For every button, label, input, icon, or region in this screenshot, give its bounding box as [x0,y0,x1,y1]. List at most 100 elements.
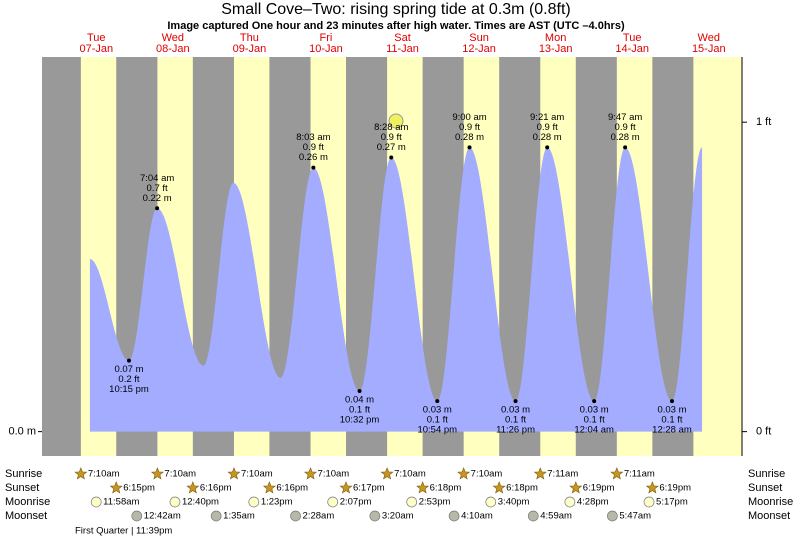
row-label: Sunset [5,482,39,494]
date-label: 14-Jan [615,43,649,55]
moonset-icon [290,510,301,522]
high-water-label: 0.7 ft [147,183,168,194]
high-water-point [545,145,550,150]
sunrise-time: 7:11am [547,469,578,480]
moonset-icon [448,510,460,522]
low-water-label: 10:15 pm [109,384,149,395]
moonset-icon [131,510,143,522]
high-water-label: 9:00 am [452,112,486,123]
high-water-label: 8:03 am [296,132,330,143]
high-water-label: 7:04 am [140,173,174,184]
date-label: 11-Jan [386,43,419,55]
date-label: 12-Jan [462,43,496,55]
sunrise-time: 7:10am [471,469,503,480]
low-water-label: 0.1 ft [427,415,448,426]
sunrise-time: 7:11am [624,469,655,480]
sunset-icon [186,481,200,494]
date-label: 15-Jan [692,43,726,55]
low-water-label: 0.1 ft [661,415,682,426]
high-water-label: 0.26 m [299,152,328,163]
high-water-label: 0.27 m [377,142,406,153]
moonset-time: 4:59am [540,511,572,522]
low-water-label: 0.03 m [657,405,686,416]
y-tick-label: 0.0 m [8,426,36,438]
high-water-label: 0.28 m [455,132,484,143]
day-label: Mon [545,32,566,44]
low-water-label: 12:28 am [652,425,692,436]
tide-area [89,147,703,432]
moonrise-time: 2:53pm [419,497,451,508]
low-water-label: 0.04 m [345,395,374,406]
moonrise-time: 3:40pm [498,497,530,508]
moonrise-icon [406,496,418,508]
moonset-time: 12:42am [144,511,181,522]
sunset-time: 6:17pm [353,483,385,494]
sunset-time: 6:18pm [430,483,462,494]
low-water-label: 0.03 m [501,405,530,416]
day-label: Tue [623,32,642,44]
high-water-label: 0.9 ft [459,122,480,133]
day-label: Wed [162,32,184,44]
moonset-time: 1:35am [223,511,255,522]
sunrise-time: 7:10am [164,469,196,480]
day-label: Tue [87,32,106,44]
low-water-label: 0.03 m [423,405,452,416]
chart-subtitle: Image captured One hour and 23 minutes a… [167,20,625,32]
sunset-time: 6:15pm [123,483,155,494]
sunrise-icon [74,467,88,480]
sunset-time: 6:16pm [200,483,232,494]
row-label: Sunrise [5,468,42,480]
sunrise-icon [150,467,164,480]
low-water-label: 0.1 ft [505,415,526,426]
moonset-time: 3:20am [382,511,414,522]
moonset-time: 4:10am [461,511,493,522]
low-water-label: 0.1 ft [584,415,605,426]
moonset-icon [210,510,222,522]
y2-tick-label: 1 ft [756,116,771,128]
row-label: Moonset [748,510,790,522]
high-water-point [311,165,316,170]
high-water-point [389,155,394,160]
moonset-time: 5:47am [619,511,651,522]
sunrise-time: 7:10am [394,469,426,480]
sunset-icon [645,481,659,494]
day-label: Sat [394,32,411,44]
low-water-label: 0.1 ft [349,405,370,416]
high-water-label: 0.9 ft [537,122,558,133]
high-water-label: 0.22 m [143,193,172,204]
low-water-label: 12:04 am [574,425,614,436]
sunset-icon [492,481,506,494]
low-water-point [126,358,131,363]
date-label: 08-Jan [156,43,190,55]
sunrise-time: 7:10am [241,469,273,480]
moonrise-icon [327,496,339,508]
row-label: Moonrise [748,496,793,508]
high-water-label: 0.9 ft [303,142,324,153]
low-water-label: 0.03 m [580,405,609,416]
sunrise-icon [380,467,394,480]
moonrise-icon [564,496,576,508]
sunrise-time: 7:10am [88,469,120,480]
high-water-label: 9:47 am [608,112,642,123]
moonrise-time: 5:17pm [656,497,688,508]
high-water-label: 0.28 m [533,132,562,143]
moonrise-icon [169,496,181,508]
row-label: Moonrise [5,496,50,508]
high-water-point [155,206,160,211]
high-water-point [623,145,628,150]
sunrise-icon [533,467,547,480]
plot [42,57,742,456]
sunrise-icon [227,467,241,480]
date-label: 09-Jan [233,43,267,55]
moonrise-time: 11:58am [103,497,139,508]
moon-phase: First Quarter | 11:39pm [75,526,172,537]
sunset-time: 6:19pm [583,483,615,494]
day-label: Wed [698,32,720,44]
moonrise-icon [90,496,102,508]
moonrise-time: 2:07pm [340,497,372,508]
high-water-label: 0.9 ft [381,132,402,143]
moonset-icon [369,510,381,522]
day-label: Sun [469,32,489,44]
moonset-icon [607,510,618,522]
high-water-label: 0.9 ft [615,122,636,133]
